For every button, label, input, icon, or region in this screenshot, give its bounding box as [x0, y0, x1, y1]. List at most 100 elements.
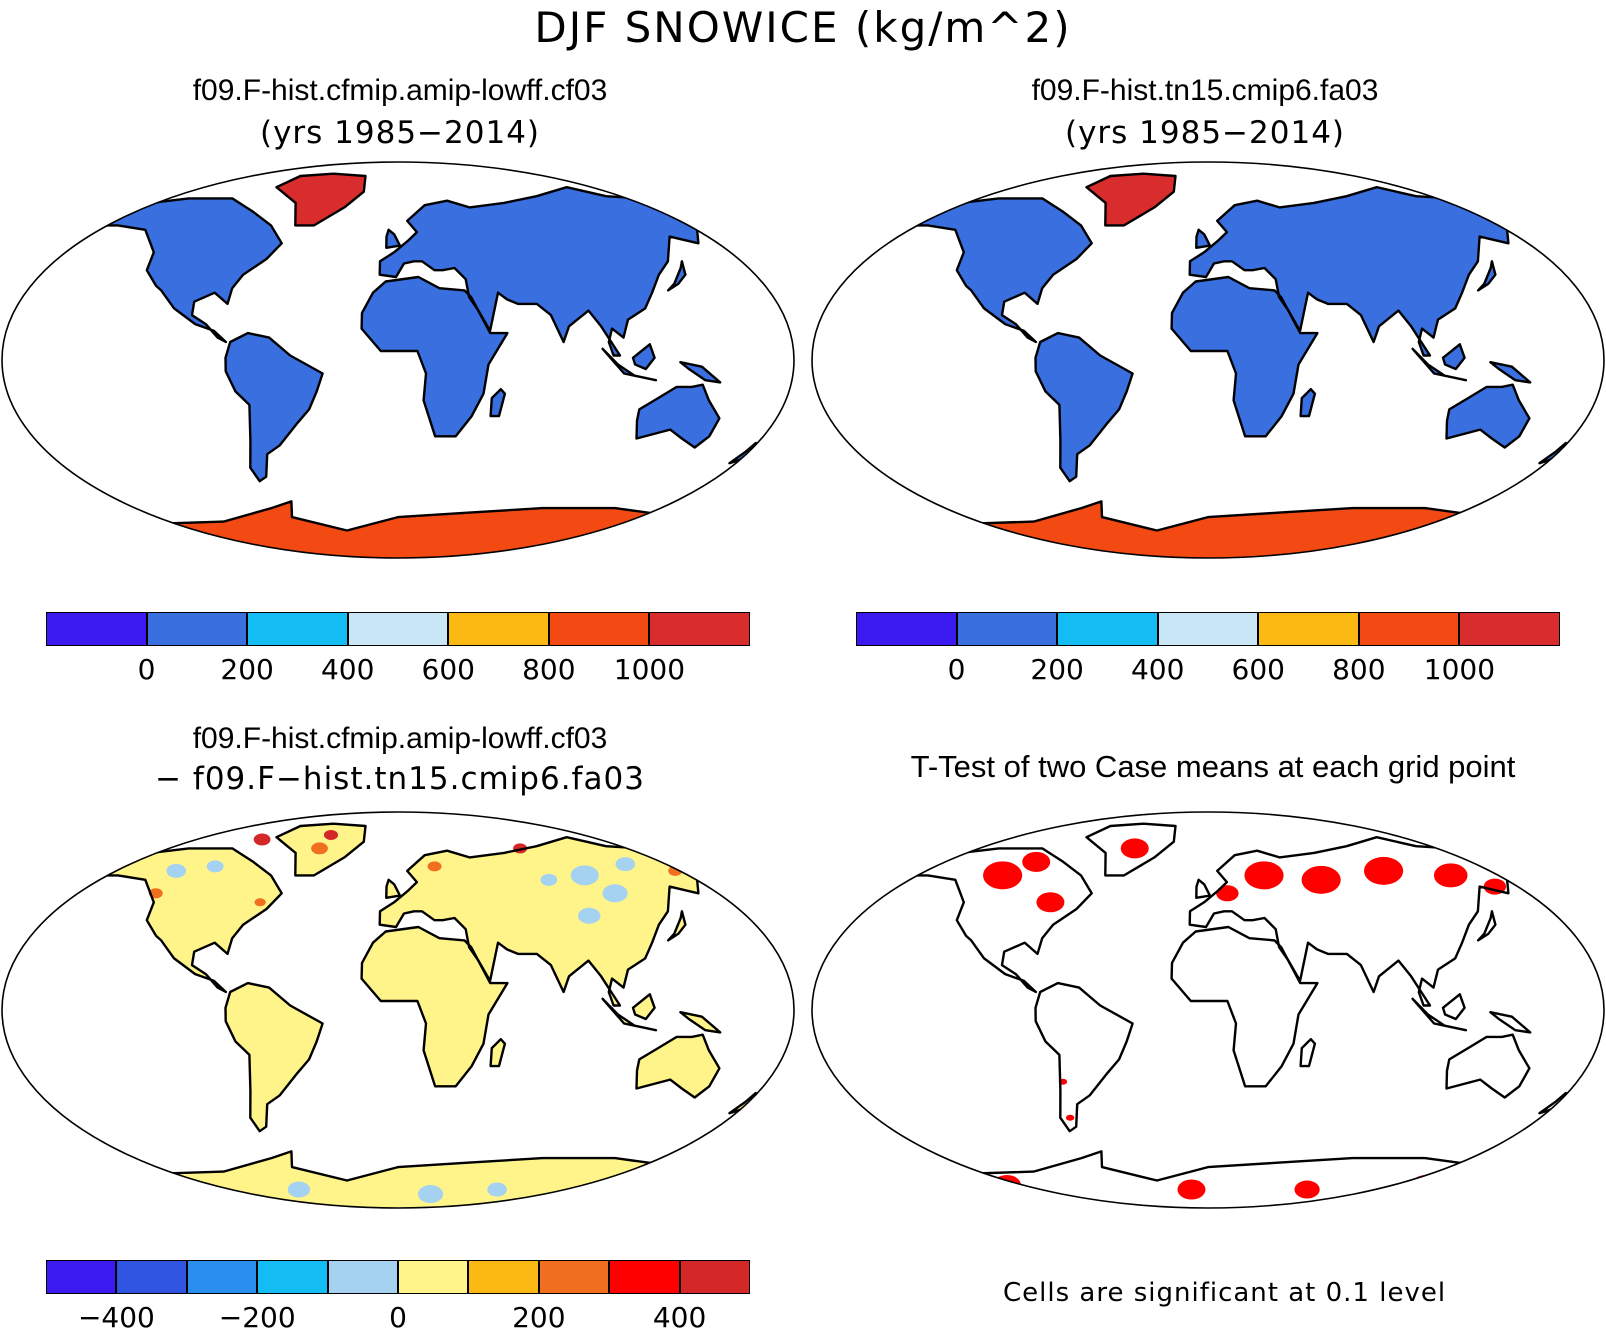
negative-anomaly [578, 907, 601, 924]
significant-cell [1301, 865, 1341, 894]
colorbar-tick-label: 0 [389, 1301, 407, 1334]
significance-note: Cells are significant at 0.1 level [1003, 1278, 1447, 1308]
colorbar-segment [856, 612, 957, 646]
coastline-madagascar [489, 388, 507, 418]
land-greenland [276, 173, 366, 226]
map-difference [1, 811, 795, 1209]
map-frame [1, 161, 795, 559]
colorbar-difference: −400 −200 0 200 400 [46, 1260, 750, 1334]
colorbar-segment [1358, 612, 1460, 646]
colorbar-tick-label: 400 [320, 653, 375, 686]
map-frame [811, 161, 1605, 559]
land-ngu [680, 362, 721, 383]
colorbar-segment [46, 1260, 117, 1294]
positive-anomaly [311, 842, 328, 855]
large-positive-anomaly [253, 833, 271, 846]
significant-cell [1363, 856, 1404, 885]
coastline-africa [1170, 925, 1319, 1088]
map-frame [1, 811, 795, 1209]
panel-3-title: f09.F-hist.cfmip.amip-lowff.cf03 [192, 722, 608, 755]
colorbar-tick-label: 800 [522, 653, 576, 686]
colorbar-tick-label: 0 [137, 653, 156, 686]
coastline-namerica [88, 847, 283, 994]
positive-anomaly [427, 861, 442, 872]
large-positive-anomaly [323, 829, 338, 840]
colorbar-segment [46, 612, 147, 646]
colorbar-tick-label: 400 [652, 1301, 707, 1334]
negative-anomaly [540, 873, 558, 886]
colorbar-segment [468, 1260, 539, 1294]
colorbar-tick-label: 800 [1332, 653, 1386, 686]
negative-anomaly [166, 863, 187, 878]
land-ngu [1490, 362, 1531, 383]
coastline-madagascar [1299, 1038, 1317, 1068]
colorbar-segment [1057, 612, 1158, 646]
coastline-uk [1195, 878, 1212, 899]
colorbar-segment [186, 1260, 258, 1294]
coastline-australia [1445, 383, 1531, 449]
land-namerica [89, 848, 282, 992]
colorbar-tick-label: 600 [1231, 653, 1286, 686]
colorbar-segment [448, 612, 549, 646]
land-namerica [89, 198, 282, 342]
coastline-africa [360, 275, 509, 438]
colorbar-segment [956, 612, 1058, 646]
land-eurasia [379, 837, 731, 1006]
significant-cell [1244, 861, 1284, 890]
coastline-indonesia [1411, 347, 1468, 382]
significant-cell [1036, 892, 1065, 913]
significant-cell [1065, 1114, 1075, 1121]
colorbar-tick-label: −400 [77, 1301, 155, 1334]
coastline-greenland [1085, 822, 1177, 877]
significant-cell [1216, 885, 1239, 902]
land-samerica [1035, 333, 1133, 482]
colorbar-tick-label: 600 [421, 653, 476, 686]
panel-3-subtitle: − f09.F−hist.tn15.cmip6.fa03 [155, 761, 645, 797]
land-samerica [1035, 983, 1133, 1132]
coastline-borneo [1441, 993, 1466, 1021]
negative-anomaly [287, 1181, 311, 1198]
coastline-indonesia [601, 347, 658, 382]
colorbar-segment [679, 1260, 750, 1294]
colorbar-tick-label: 400 [1130, 653, 1185, 686]
coastline-australia [635, 1033, 721, 1099]
colorbar-tick-label: 0 [947, 653, 966, 686]
land-africa [1171, 927, 1318, 1087]
colorbar-segment [247, 612, 348, 646]
map-case2 [811, 161, 1605, 559]
coastline-namerica [898, 847, 1093, 994]
coastline-samerica [224, 981, 324, 1133]
colorbar-segment [538, 1260, 610, 1294]
negative-anomaly [417, 1185, 444, 1204]
panel-1-title: f09.F-hist.cfmip.amip-lowff.cf03 [192, 74, 608, 107]
significant-cell [1294, 1180, 1320, 1199]
coastline-borneo [631, 993, 656, 1021]
panel-2-subtitle: (yrs 1985−2014) [1064, 115, 1346, 151]
coastline-eurasia [1188, 186, 1542, 357]
colorbar-segment [1258, 612, 1359, 646]
colorbar-tick-label: 200 [512, 1301, 566, 1334]
land-uk [386, 879, 400, 898]
map-frame [811, 811, 1605, 1209]
land-eurasia [379, 187, 731, 356]
coastline-indonesia [1411, 997, 1468, 1032]
coastline-greenland [1085, 172, 1177, 227]
colorbar-case1: 0 200 400 600 800 1000 [46, 612, 750, 686]
significant-cell [1120, 838, 1149, 859]
colorbar-tick-label: 200 [1030, 653, 1084, 686]
coastline-ngu [679, 1011, 722, 1034]
land-eurasia [1189, 187, 1541, 356]
land-africa [361, 927, 508, 1087]
negative-anomaly [602, 884, 628, 903]
coastline-samerica [224, 331, 324, 483]
coastline-uk [1195, 228, 1212, 249]
coastline-japan [1476, 260, 1497, 292]
colorbar-segment [146, 612, 248, 646]
coastline-africa [360, 925, 509, 1088]
coastline-ngu [1489, 1011, 1532, 1034]
negative-anomaly [570, 865, 599, 886]
significant-cell [1433, 863, 1468, 888]
coastline-japan [1476, 910, 1497, 942]
coastline-borneo [1441, 343, 1466, 371]
significant-cell [1022, 851, 1051, 872]
